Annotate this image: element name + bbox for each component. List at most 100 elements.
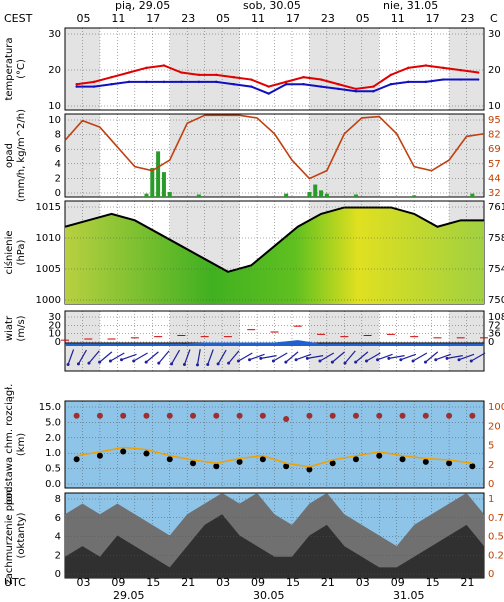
cloud_cover-ylabel: (oktanty): [16, 512, 27, 558]
night-band: [169, 28, 205, 110]
cloud-base-point: [376, 412, 383, 419]
pressure-line: [64, 206, 484, 273]
hour-label-bottom: 03: [216, 576, 230, 589]
night-band: [204, 28, 240, 110]
cloud-base-point: [422, 458, 429, 465]
temperature-point: [389, 73, 393, 77]
wind-arrow: [458, 353, 475, 361]
wind-arrow-head: [376, 358, 380, 362]
wind-arrow-head: [294, 358, 298, 362]
wind-arrow: [196, 349, 201, 365]
wind-arrow-head: [227, 361, 231, 365]
temperature-point: [180, 71, 183, 74]
timezone-label-bottom: UTC: [4, 576, 26, 589]
wind-arrow-head: [170, 362, 174, 366]
wind-arrow-head: [271, 359, 275, 363]
cloud_cover-left-tick: 6: [55, 513, 61, 524]
wind-arrow: [377, 353, 393, 361]
cloud_cover-left-tick: 8: [55, 494, 61, 505]
temperature-point: [92, 85, 96, 88]
wind-arrow-head: [318, 359, 322, 363]
precipitation-right-tick: 69: [488, 144, 501, 155]
wind-arrow-head: [98, 360, 102, 364]
precipitation-right-tick: 57: [488, 159, 501, 170]
temperature-point: [75, 83, 78, 86]
cloud_base-left-tick: 1.0: [45, 448, 61, 459]
pressure-right-tick: 761: [488, 202, 504, 213]
wind-area: [65, 340, 484, 346]
hour-label-top: 05: [216, 12, 230, 25]
temperature-point: [250, 78, 253, 81]
wind-arrow: [425, 351, 439, 363]
cloud-base-point: [259, 412, 266, 419]
precip-bar: [313, 184, 318, 197]
wind-arrow: [88, 350, 100, 364]
date-label-bottom: 31.05: [393, 589, 425, 602]
temperature-left-tick: 30: [48, 29, 61, 40]
temperature-series-line: [76, 64, 479, 90]
wind-arrow-head: [87, 361, 91, 365]
temperature-panel-bg: [65, 28, 484, 110]
wind-arrow-head: [343, 361, 347, 365]
wind-arrow-head: [387, 356, 391, 360]
pressure-right-tick: 750: [488, 295, 504, 306]
wind-left-tick: 10: [48, 329, 61, 340]
precip-bar: [161, 172, 166, 197]
temperature-point: [75, 85, 78, 88]
wind-arrow-head: [305, 356, 309, 360]
temperature-point: [127, 71, 131, 74]
wind-arrow: [238, 352, 253, 362]
cloud_cover-right-tick: 0: [488, 569, 494, 580]
day-label: nie, 31.05: [383, 0, 438, 12]
wind-arrow-head: [248, 358, 252, 362]
wind-arrow: [470, 352, 486, 362]
humidity-line: [64, 114, 485, 180]
wind_direction-panel-bg: [65, 343, 484, 371]
wind-arrow-head: [195, 363, 199, 367]
temperature-ylabel: (°C): [16, 59, 27, 79]
wind-arrow: [133, 352, 148, 362]
cloud_cover-right-tick: 0.5: [488, 532, 504, 543]
temperature-point: [319, 85, 323, 88]
wind-arrow-head: [216, 362, 220, 366]
hour-label-top: 11: [111, 12, 125, 25]
wind-arrow: [307, 355, 324, 359]
wind-arrow: [388, 355, 405, 359]
cloud-base-point: [446, 412, 453, 419]
cloud_base-left-tick: 5.0: [45, 417, 61, 428]
temperature-point: [145, 80, 148, 84]
hour-label-bottom: 09: [111, 576, 125, 589]
wind-arrow-head: [144, 360, 148, 364]
precip-bar: [167, 192, 172, 197]
cloud_base-right-tick: 20: [488, 421, 501, 432]
wind-arrow: [435, 353, 451, 361]
temperature-point: [162, 64, 166, 67]
temperature-point: [407, 80, 410, 84]
wind-arrow-head: [423, 360, 427, 364]
wind-arrow-head: [411, 359, 415, 363]
wind-arrow-head: [399, 358, 403, 362]
precipitation-left-tick: 4: [55, 159, 61, 170]
precip-bar: [196, 194, 201, 197]
cloud_base-panel-bg: [65, 401, 484, 488]
hour-label-top: 11: [391, 12, 405, 25]
temperature-point: [372, 90, 375, 93]
cloud-base-point: [236, 412, 243, 419]
temperature-point: [442, 66, 445, 70]
temperature-point: [442, 78, 445, 81]
precipitation-left-tick: 2: [55, 173, 61, 184]
temperature-point: [354, 87, 358, 91]
cloud_base-ylabel: podstawa chm. rozciągł.: [4, 384, 15, 506]
wind-ylabel: wiatr: [4, 315, 15, 341]
precip-bar: [324, 193, 329, 197]
night-band: [65, 28, 100, 110]
precip-bar: [412, 195, 417, 197]
temperature-series-line: [76, 78, 479, 95]
cloud-base-point: [329, 460, 336, 467]
wind-arrow-head: [259, 356, 263, 360]
wind-left-tick: 20: [48, 320, 61, 331]
wind-arrow: [285, 351, 299, 363]
wind-arrow-head: [354, 360, 358, 364]
temperature-point: [354, 90, 358, 93]
cloud-base-point: [73, 456, 80, 463]
